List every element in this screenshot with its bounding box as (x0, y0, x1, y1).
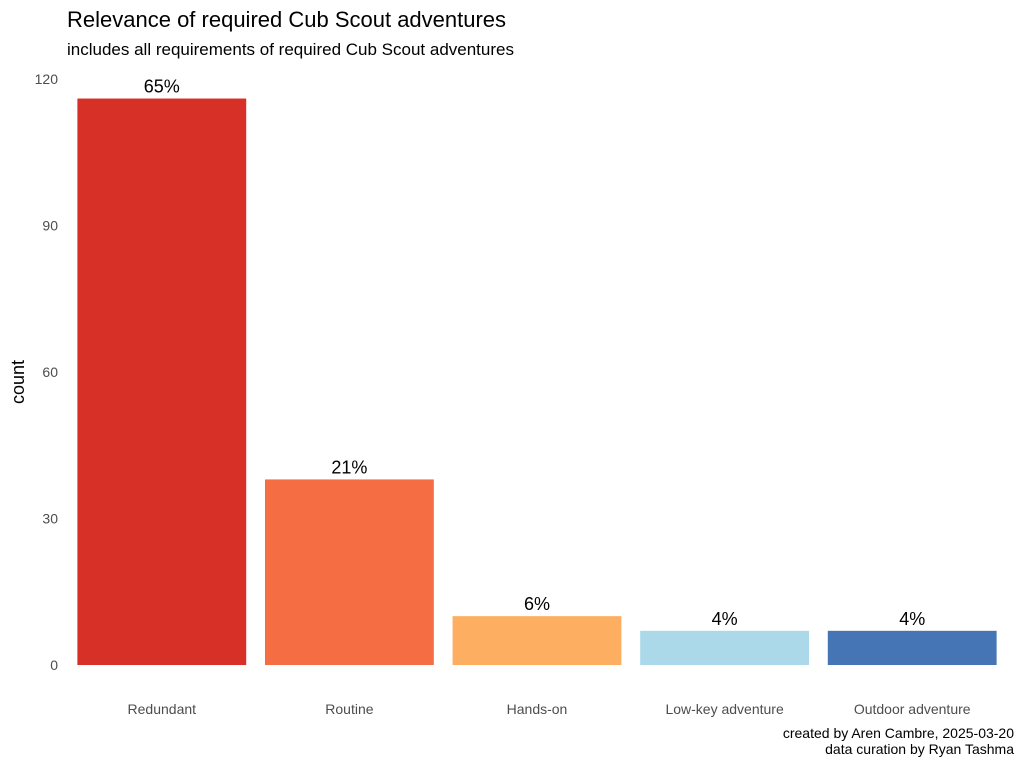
data-label: 21% (331, 457, 367, 477)
y-tick-label: 30 (42, 511, 58, 527)
data-label: 4% (899, 609, 925, 629)
data-label: 6% (524, 594, 550, 614)
caption-line-curation: data curation by Ryan Tashma (825, 741, 1014, 757)
y-axis-ticks: 0 30 60 90 120 (35, 71, 59, 673)
data-label: 65% (144, 77, 180, 97)
bars (77, 98, 997, 666)
x-tick-label: Hands-on (507, 701, 568, 717)
data-label: 4% (712, 609, 738, 629)
chart-title: Relevance of required Cub Scout adventur… (67, 7, 506, 32)
x-tick-label: Routine (325, 701, 373, 717)
x-tick-label: Outdoor adventure (854, 701, 971, 717)
chart-subtitle: includes all requirements of required Cu… (67, 40, 514, 59)
bar-redundant (77, 98, 247, 666)
y-tick-label: 60 (42, 364, 58, 380)
y-tick-label: 90 (42, 218, 58, 234)
bar-low-key-adventure (640, 630, 810, 665)
x-axis-ticks: Redundant Routine Hands-on Low-key adventur… (128, 701, 971, 717)
x-tick-label: Redundant (128, 701, 197, 717)
x-tick-label: Low-key adventure (665, 701, 784, 717)
y-axis-title: count (8, 360, 28, 404)
bar-routine (264, 479, 434, 665)
y-tick-label: 0 (50, 657, 58, 673)
y-tick-label: 120 (35, 71, 59, 87)
data-labels: 65% 21% 6% 4% 4% (144, 77, 925, 629)
bar-outdoor-adventure (827, 630, 997, 665)
caption-line-author: created by Aren Cambre, 2025-03-20 (783, 725, 1014, 741)
bar-hands-on (452, 616, 622, 665)
caption: created by Aren Cambre, 2025-03-20 data … (783, 725, 1014, 757)
